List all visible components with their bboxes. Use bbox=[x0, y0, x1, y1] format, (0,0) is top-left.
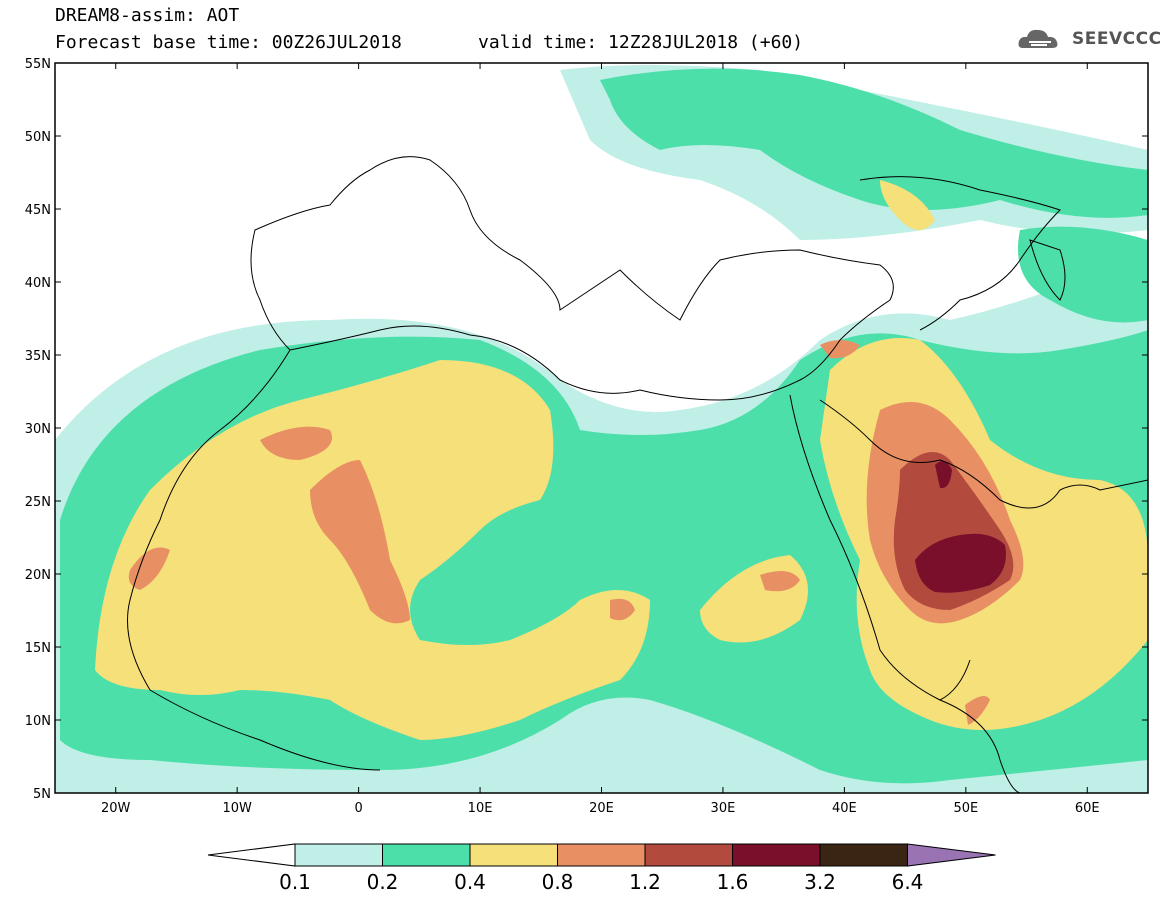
lat-label: 45N bbox=[25, 203, 51, 218]
colorbar-segment bbox=[819, 843, 908, 867]
lon-label: 40E bbox=[832, 801, 857, 816]
lon-label: 0 bbox=[354, 801, 362, 816]
lat-label: 20N bbox=[25, 568, 51, 583]
colorbar-label: 0.2 bbox=[366, 870, 399, 894]
lon-label: 60E bbox=[1075, 801, 1100, 816]
lat-label: 50N bbox=[25, 130, 51, 145]
coastlines bbox=[127, 156, 1148, 793]
lat-label: 55N bbox=[25, 57, 51, 72]
colorbar bbox=[207, 843, 996, 867]
lon-label: 20W bbox=[101, 801, 131, 816]
colorbar-segment bbox=[644, 843, 733, 867]
forecast-base-time: Forecast base time: 00Z26JUL2018 bbox=[55, 32, 402, 53]
colorbar-label: 0.1 bbox=[279, 870, 311, 894]
colorbar-label: 1.6 bbox=[716, 870, 749, 894]
latitude-labels: 55N 50N 45N 40N 35N 30N 25N 20N 15N 10N 5N bbox=[25, 57, 51, 802]
lon-label: 30E bbox=[711, 801, 736, 816]
colorbar-segment bbox=[469, 843, 558, 867]
colorbar-segment bbox=[382, 843, 471, 867]
colorbar-label: 3.2 bbox=[804, 870, 836, 894]
lat-label: 35N bbox=[25, 349, 51, 364]
colorbar-label: 1.2 bbox=[629, 870, 661, 894]
colorbar-segment bbox=[557, 843, 646, 867]
valid-time: valid time: 12Z28JUL2018 (+60) bbox=[478, 32, 804, 53]
lon-label: 10E bbox=[468, 801, 493, 816]
lon-label: 10W bbox=[222, 801, 252, 816]
lon-label: 20E bbox=[589, 801, 614, 816]
lat-label: 25N bbox=[25, 495, 51, 510]
colorbar-label: 0.8 bbox=[541, 870, 574, 894]
longitude-labels: 20W 10W 0 10E 20E 30E 40E 50E 60E bbox=[101, 801, 1100, 816]
lat-label: 15N bbox=[25, 641, 51, 656]
colorbar-segment bbox=[732, 843, 821, 867]
lat-label: 40N bbox=[25, 276, 51, 291]
colorbar-lower-arrow bbox=[207, 843, 296, 867]
colorbar-upper-arrow bbox=[907, 843, 996, 867]
map-title: DREAM8-assim: AOT bbox=[55, 5, 240, 26]
lat-label: 5N bbox=[33, 787, 51, 802]
colorbar-label: 0.4 bbox=[454, 870, 486, 894]
lat-label: 30N bbox=[25, 422, 51, 437]
lat-label: 10N bbox=[25, 714, 51, 729]
lon-label: 50E bbox=[953, 801, 978, 816]
axis-ticks bbox=[55, 62, 1148, 794]
aot-field bbox=[55, 63, 1148, 793]
colorbar-segment bbox=[294, 843, 383, 867]
cloud-icon bbox=[1018, 29, 1058, 48]
seevccc-logo: SEEVCCC bbox=[1072, 29, 1162, 49]
colorbar-label: 6.4 bbox=[891, 870, 924, 894]
